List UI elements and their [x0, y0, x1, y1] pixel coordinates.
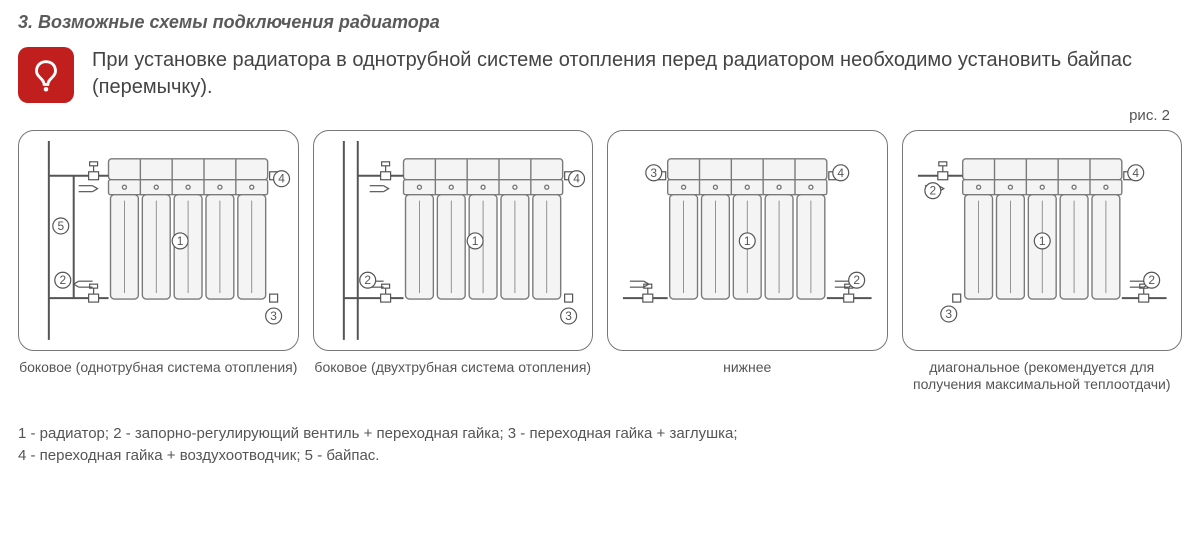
- svg-text:4: 4: [573, 172, 580, 186]
- caption-side-single: боковое (однотрубная система отопления): [19, 359, 297, 413]
- svg-text:3: 3: [650, 166, 657, 180]
- section-heading: 3. Возможные схемы подключения радиатора: [18, 12, 1182, 33]
- figure-label: рис. 2: [18, 107, 1170, 124]
- svg-text:4: 4: [837, 166, 844, 180]
- svg-text:1: 1: [1038, 234, 1045, 248]
- panel-diagonal: 1 2 3 4 2 диагональное (рекомендуется дл…: [902, 130, 1183, 413]
- panel-bottom: 1 2 3 4 нижнее: [607, 130, 888, 413]
- warning-icon: [18, 47, 74, 103]
- svg-text:2: 2: [59, 273, 66, 287]
- diagram-side-single: 1 2 3 4 5: [18, 130, 299, 351]
- svg-text:2: 2: [929, 184, 936, 198]
- caption-diagonal: диагональное (рекомендуется для получени…: [902, 359, 1183, 413]
- svg-text:5: 5: [57, 219, 64, 233]
- svg-text:4: 4: [278, 172, 285, 186]
- svg-text:2: 2: [1148, 273, 1155, 287]
- panel-side-single: 1 2 3 4 5 боковое (однотрубная система о…: [18, 130, 299, 413]
- diagram-bottom: 1 2 3 4: [607, 130, 888, 351]
- diagram-side-double: 1 2 3 4: [313, 130, 594, 351]
- svg-text:3: 3: [565, 309, 572, 323]
- svg-text:1: 1: [177, 234, 184, 248]
- svg-text:3: 3: [945, 307, 952, 321]
- svg-text:4: 4: [1132, 166, 1139, 180]
- svg-text:2: 2: [364, 273, 371, 287]
- legend: 1 - радиатор; 2 - запорно-регулирующий в…: [18, 423, 1182, 467]
- notice-row: При установке радиатора в однотрубной си…: [18, 47, 1182, 103]
- svg-text:1: 1: [471, 234, 478, 248]
- panel-side-double: 1 2 3 4 боковое (двухтрубная система ото…: [313, 130, 594, 413]
- svg-text:3: 3: [270, 309, 277, 323]
- svg-text:1: 1: [744, 234, 751, 248]
- notice-text: При установке радиатора в однотрубной си…: [92, 47, 1182, 101]
- caption-side-double: боковое (двухтрубная система отопления): [314, 359, 591, 413]
- diagram-panels: 1 2 3 4 5 боковое (однотрубная система о…: [18, 130, 1182, 413]
- svg-text:2: 2: [853, 273, 860, 287]
- caption-bottom: нижнее: [723, 359, 771, 413]
- diagram-diagonal: 1 2 3 4 2: [902, 130, 1183, 351]
